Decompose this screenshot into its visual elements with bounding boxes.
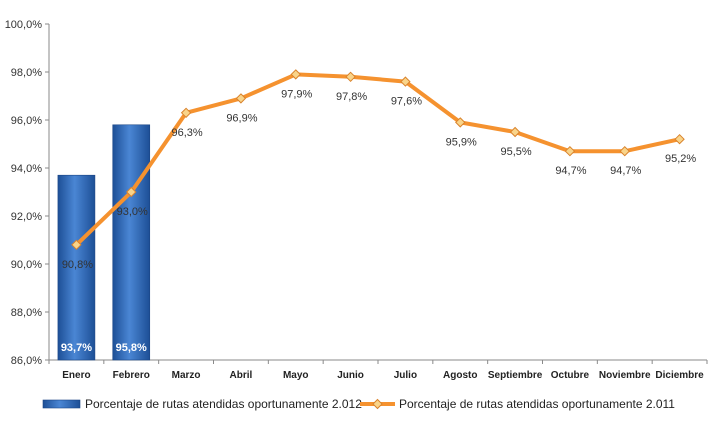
y-tick-label: 94,0% (11, 163, 42, 175)
line-point (509, 126, 521, 138)
legend: Porcentaje de rutas atendidas oportuname… (42, 397, 675, 411)
bar (57, 174, 96, 361)
series-line (74, 72, 682, 247)
line-data-label: 97,6% (391, 96, 422, 108)
x-tick-label: Agosto (443, 370, 477, 381)
line-point (235, 93, 247, 104)
line-data-label: 96,3% (171, 127, 202, 139)
line-data-label: 93,0% (117, 206, 148, 218)
x-tick-label: Septiembre (488, 370, 543, 381)
y-tick-label: 92,0% (11, 211, 42, 223)
bar (112, 124, 151, 361)
line-data-label: 95,5% (500, 146, 531, 158)
line-point (180, 107, 192, 119)
y-tick-label: 96,0% (11, 115, 42, 127)
bar-data-label: 93,7% (61, 342, 92, 354)
legend-swatch-bar (42, 399, 81, 409)
line-point (564, 145, 576, 157)
line-data-label: 90,8% (62, 259, 93, 271)
line-point (71, 239, 82, 251)
x-tick-label: Noviembre (599, 370, 651, 381)
legend-marker-line (372, 398, 383, 410)
line-point (126, 186, 137, 198)
y-tick-label: 100,0% (5, 19, 43, 31)
y-tick-label: 98,0% (11, 67, 42, 79)
line-data-label: 94,7% (555, 165, 586, 177)
x-tick-label: Diciembre (655, 370, 704, 381)
line-data-label: 96,9% (226, 112, 257, 124)
line-data-label: 94,7% (610, 165, 641, 177)
x-tick-label: Febrero (113, 370, 150, 381)
legend-label-bar: Porcentaje de rutas atendidas oportuname… (85, 397, 362, 411)
bar-series (57, 124, 151, 361)
line-data-label: 95,9% (446, 136, 477, 148)
line-point (345, 71, 356, 83)
x-tick-label: Abril (230, 370, 253, 381)
x-tick-label: Mayo (283, 370, 309, 381)
x-tick-label: Junio (337, 370, 364, 381)
y-axis: 86,0% 88,0% 90,0% 92,0% 94,0% 96,0% 98,0% 100,0… (5, 19, 50, 367)
y-tick-label: 90,0% (11, 259, 42, 271)
line-point (455, 117, 466, 128)
x-axis: Enero Febrero Marzo Abril Mayo Junio Julio Agos… (48, 359, 708, 381)
line-data-label: 95,2% (665, 153, 696, 165)
line-point (400, 76, 411, 87)
line-point (674, 133, 685, 145)
bar-data-label: 95,8% (116, 342, 147, 354)
x-tick-label: Marzo (172, 370, 201, 381)
line-data-label: 97,9% (281, 88, 312, 100)
legend-label-line: Porcentaje de rutas atendidas oportuname… (399, 397, 675, 411)
line-point (619, 145, 630, 157)
y-tick-label: 86,0% (11, 355, 42, 367)
line-point (290, 69, 301, 80)
y-tick-label: 88,0% (11, 307, 42, 319)
line-data-label: 97,8% (336, 91, 367, 103)
line-series (71, 69, 685, 251)
x-tick-label: Octubre (551, 370, 590, 381)
data-labels: 90,8% 93,0% 96,3% 96,9% 97,9% 97,8% 97,6% 95,9%… (61, 88, 697, 354)
x-tick-label: Enero (62, 370, 90, 381)
x-tick-label: Julio (394, 370, 417, 381)
